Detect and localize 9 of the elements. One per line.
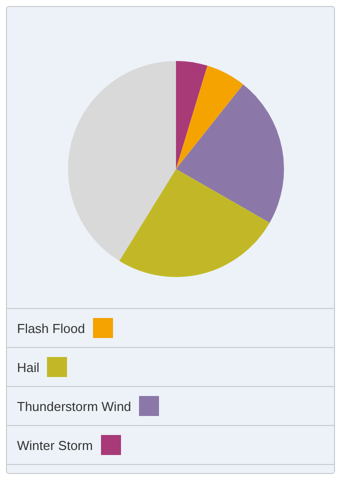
legend-label: Hail <box>17 360 40 374</box>
legend-label: Flash Flood <box>17 320 85 336</box>
pie-slice <box>119 169 270 277</box>
legend-label: Thunderstorm Wind <box>17 398 132 414</box>
pie-slice <box>68 61 176 261</box>
legend-label: Winter Storm <box>17 438 93 452</box>
pie-slice <box>176 66 244 169</box>
pie-slice <box>176 84 284 223</box>
pie-slice <box>176 61 208 169</box>
